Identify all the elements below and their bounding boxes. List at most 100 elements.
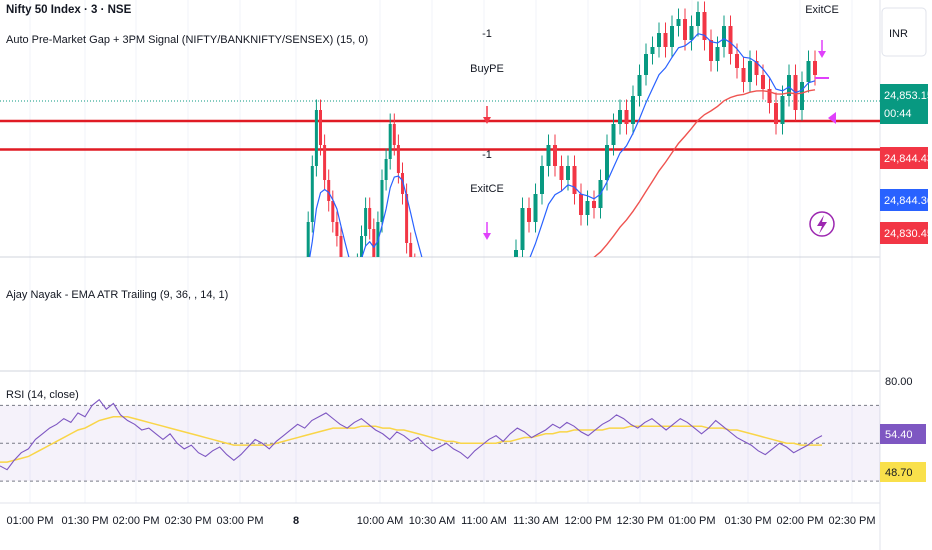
signal-label2-1: ExitCE [470, 183, 504, 195]
currency-box[interactable] [881, 7, 927, 57]
candle-body [553, 145, 557, 166]
price-badge-text-2: 24,844.36 [884, 195, 932, 207]
indicator-title[interactable]: Auto Pre-Market Gap + 3PM Signal (NIFTY/… [6, 34, 368, 46]
currency-label[interactable]: INR [889, 28, 908, 40]
symbol-title[interactable]: Nifty 50 Index · 3 · NSE [6, 4, 132, 16]
price-badge-2 [880, 189, 928, 211]
candle-body [709, 40, 713, 61]
candle-body [540, 166, 544, 194]
time-label-10: 12:00 PM [564, 515, 611, 527]
price-badge-sub-0: 00:44 [884, 108, 912, 120]
time-label-5: 8 [293, 515, 299, 527]
rsi-level-label: 80.00 [885, 376, 913, 388]
candle-body [566, 166, 570, 180]
candle-body [683, 19, 687, 40]
signal-arrow-head-2 [818, 51, 826, 58]
grid [29, 0, 853, 503]
signal-arrow-head-1 [483, 233, 491, 240]
candle-body [787, 75, 791, 96]
candle-body [761, 75, 765, 89]
ema-line-fast [529, 32, 816, 257]
time-label-1: 01:30 PM [61, 515, 108, 527]
candle-body [533, 194, 538, 222]
candle-body [514, 250, 518, 257]
candle-body [611, 124, 616, 145]
candle-body [813, 61, 817, 75]
candle-body [339, 236, 343, 257]
candle-body [368, 208, 372, 229]
candle-body [722, 26, 726, 47]
candle-body [388, 124, 392, 159]
time-axis[interactable]: 01:00 PM 01:30 PM 02:00 PM 02:30 PM 03:00 PM… [6, 515, 875, 527]
signal-arrow-head-0 [483, 117, 491, 124]
candle-body [546, 145, 551, 166]
candle-body [663, 33, 668, 47]
candle-body [405, 194, 409, 243]
candle-body [735, 54, 739, 68]
rsi-pane[interactable] [0, 398, 880, 482]
price-badge-3 [880, 222, 928, 244]
candle-body [579, 194, 583, 215]
rsi-value-badge [880, 424, 926, 444]
candle-body [767, 89, 772, 103]
candles-group [0, 1, 880, 257]
candle-body [364, 208, 368, 236]
time-label-13: 01:30 PM [724, 515, 771, 527]
candle-body [372, 229, 376, 257]
time-label-8: 11:00 AM [461, 515, 507, 527]
candle-body [396, 145, 400, 173]
time-label-3: 02:30 PM [164, 515, 211, 527]
price-badge-text-0: 24,853.15 [884, 90, 932, 102]
candle-body [800, 82, 804, 110]
price-pane[interactable]: -1 BuyPE -1 ExitCE ExitCE [0, 1, 880, 373]
candle-body [384, 159, 388, 180]
candle-body [360, 236, 363, 257]
time-label-6: 10:00 AM [357, 515, 403, 527]
candle-body [741, 68, 746, 82]
rsi-ma-line [0, 415, 822, 463]
rsi-title[interactable]: RSI (14, close) [6, 389, 79, 401]
candle-body [702, 12, 707, 40]
candle-body [689, 26, 694, 40]
time-label-7: 10:30 AM [409, 515, 455, 527]
rsi-line [0, 398, 823, 471]
candle-body [650, 47, 655, 54]
candle-body [327, 180, 331, 201]
pane2-title[interactable]: Ajay Nayak - EMA ATR Trailing (9, 36, , … [6, 289, 228, 301]
candle-body [592, 201, 596, 208]
time-label-12: 01:00 PM [668, 515, 715, 527]
candle-body [670, 26, 674, 47]
exit-marker-triangle [828, 112, 836, 124]
lightning-bolt-icon [817, 215, 827, 234]
candle-body [331, 201, 335, 222]
price-badge-1 [880, 147, 928, 169]
signal-label-0: -1 [482, 28, 492, 40]
time-label-14: 02:00 PM [776, 515, 823, 527]
rsi-value-text: 54.40 [885, 429, 913, 441]
candle-body [605, 145, 609, 180]
candle-body [637, 75, 642, 96]
candle-body [676, 19, 681, 26]
price-badge-text-3: 24,830.45 [884, 228, 932, 240]
time-label-4: 03:00 PM [216, 515, 263, 527]
price-badge-text-1: 24,844.43 [884, 153, 932, 165]
candle-body [624, 110, 629, 124]
price-axis[interactable]: 24,853.15 00:44 24,844.43 24,844.36 24,830.4… [880, 84, 932, 244]
time-label-2: 02:00 PM [112, 515, 159, 527]
time-label-9: 11:30 AM [513, 515, 559, 527]
candle-body [780, 96, 785, 124]
rsi-ma-badge [880, 462, 926, 482]
candle-body [306, 222, 310, 257]
time-label-0: 01:00 PM [6, 515, 53, 527]
ema-line-session1 [309, 175, 423, 257]
candle-body [559, 166, 564, 180]
candle-body [644, 54, 648, 75]
candle-body [728, 26, 733, 54]
candle-body [748, 61, 752, 82]
candle-body [657, 33, 661, 47]
rsi-ma-text: 48.70 [885, 467, 913, 479]
candle-body [310, 166, 314, 222]
candle-body [335, 222, 339, 236]
